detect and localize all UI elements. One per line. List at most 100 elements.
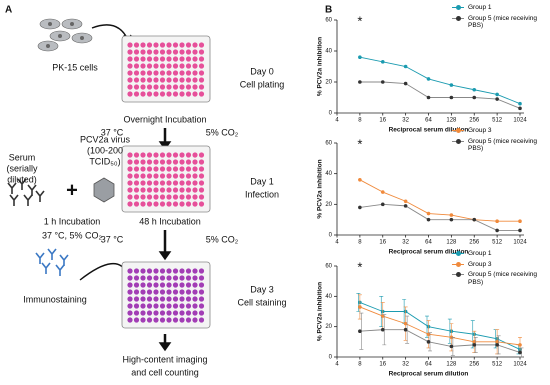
well	[140, 201, 146, 207]
well	[192, 152, 198, 158]
well	[159, 317, 166, 323]
well	[172, 173, 179, 179]
data-point	[380, 327, 385, 332]
well	[153, 84, 159, 90]
legend-marker	[455, 251, 461, 256]
well	[166, 194, 172, 200]
annotation: *	[357, 259, 362, 274]
x-tick-label: 512	[492, 118, 503, 124]
well	[192, 187, 198, 193]
well	[172, 63, 179, 69]
well	[179, 282, 185, 288]
well	[198, 317, 205, 323]
well	[159, 201, 166, 207]
well	[153, 49, 159, 55]
arrow-head	[158, 342, 172, 352]
well	[146, 268, 153, 274]
y-axis-title: % PCV2a inhibition	[317, 159, 324, 218]
diagram-text: PK-15 cells	[52, 62, 98, 72]
well	[153, 296, 159, 302]
well	[192, 275, 198, 281]
well	[159, 194, 166, 200]
well	[192, 317, 198, 323]
x-tick-label: 32	[402, 240, 409, 246]
well	[146, 84, 153, 90]
well	[172, 296, 179, 302]
well	[179, 180, 185, 186]
well	[127, 303, 133, 309]
diagram-shapes	[7, 18, 211, 352]
well	[172, 201, 179, 207]
cell-nucleus	[48, 22, 52, 26]
well	[146, 187, 153, 193]
well	[127, 173, 133, 179]
well	[185, 201, 192, 207]
well	[133, 84, 140, 90]
well	[198, 42, 205, 48]
well	[166, 159, 172, 165]
well	[127, 42, 133, 48]
data-point	[449, 95, 454, 100]
diagram-text: Day 0	[250, 66, 274, 76]
well	[133, 180, 140, 186]
well	[198, 187, 205, 193]
well	[185, 289, 192, 295]
well	[140, 275, 146, 281]
x-axis-title: Reciprocal serum dilution	[389, 371, 469, 378]
well	[192, 289, 198, 295]
well	[166, 289, 172, 295]
antibody-icon	[7, 182, 17, 194]
data-point	[403, 199, 408, 204]
well	[192, 296, 198, 302]
well	[192, 49, 198, 55]
x-tick-label: 256	[469, 362, 480, 368]
well	[127, 152, 133, 158]
well	[146, 194, 153, 200]
well	[166, 201, 172, 207]
well	[153, 303, 159, 309]
y-tick-label: 20	[325, 324, 332, 330]
well	[133, 194, 140, 200]
well	[140, 303, 146, 309]
well	[127, 296, 133, 302]
well	[179, 268, 185, 274]
data-point	[472, 217, 477, 222]
diagram-text: Immunostaining	[23, 294, 87, 304]
well	[179, 42, 185, 48]
well	[159, 91, 166, 97]
legend-marker	[455, 128, 461, 133]
well	[140, 42, 146, 48]
x-tick-label: 32	[402, 362, 409, 368]
well	[140, 173, 146, 179]
antibody-icon	[35, 252, 45, 264]
diagram-text: 48 h Incubation	[139, 216, 201, 226]
well	[133, 303, 140, 309]
well	[166, 303, 172, 309]
well	[172, 56, 179, 62]
x-tick-label: 8	[358, 118, 362, 124]
y-axis-title: % PCV2a inhibition	[317, 37, 324, 96]
well	[127, 166, 133, 172]
well	[159, 303, 166, 309]
well	[192, 166, 198, 172]
well	[127, 84, 133, 90]
well	[198, 77, 205, 83]
well	[146, 56, 153, 62]
well	[127, 282, 133, 288]
data-point	[426, 211, 431, 216]
diagram-text: and cell counting	[131, 367, 199, 377]
diagram-text: 37 °C	[101, 234, 124, 244]
well	[172, 275, 179, 281]
well	[133, 310, 140, 316]
well	[198, 282, 205, 288]
well	[198, 84, 205, 90]
well	[127, 180, 133, 186]
well	[146, 173, 153, 179]
well	[172, 152, 179, 158]
data-point	[518, 228, 522, 233]
well	[185, 303, 192, 309]
x-tick-label: 512	[492, 240, 503, 246]
arrow	[79, 262, 129, 281]
well	[166, 70, 172, 76]
